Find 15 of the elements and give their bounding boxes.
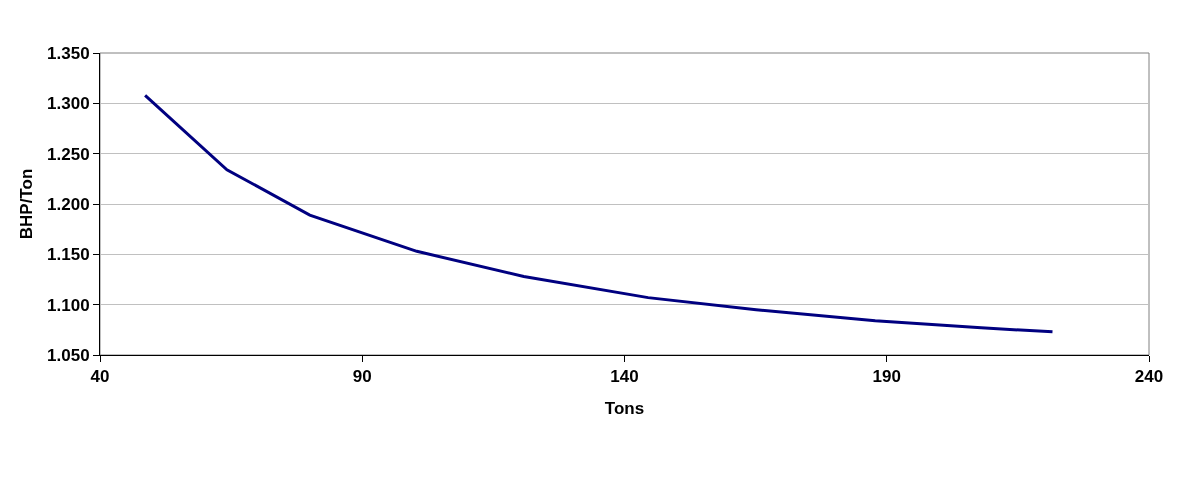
x-axis-title: Tons — [604, 398, 645, 418]
y-tick-label: 1.350 — [47, 43, 90, 63]
x-tick-label: 90 — [352, 367, 372, 387]
line-series — [143, 93, 1054, 334]
y-axis-title: BHP/Ton — [16, 168, 36, 240]
x-tick-label: 190 — [872, 367, 901, 387]
y-tick-label: 1.250 — [47, 144, 90, 164]
x-tick-label: 240 — [1134, 367, 1164, 387]
x-tick-label: 40 — [90, 367, 110, 387]
y-tick-label: 1.050 — [47, 345, 90, 365]
y-tick-label: 1.150 — [47, 245, 90, 265]
y-tick-label: 1.200 — [47, 194, 90, 214]
x-tick-label: 140 — [610, 367, 639, 387]
y-tick-label: 1.100 — [47, 295, 90, 315]
y-tick-label: 1.300 — [47, 94, 90, 114]
